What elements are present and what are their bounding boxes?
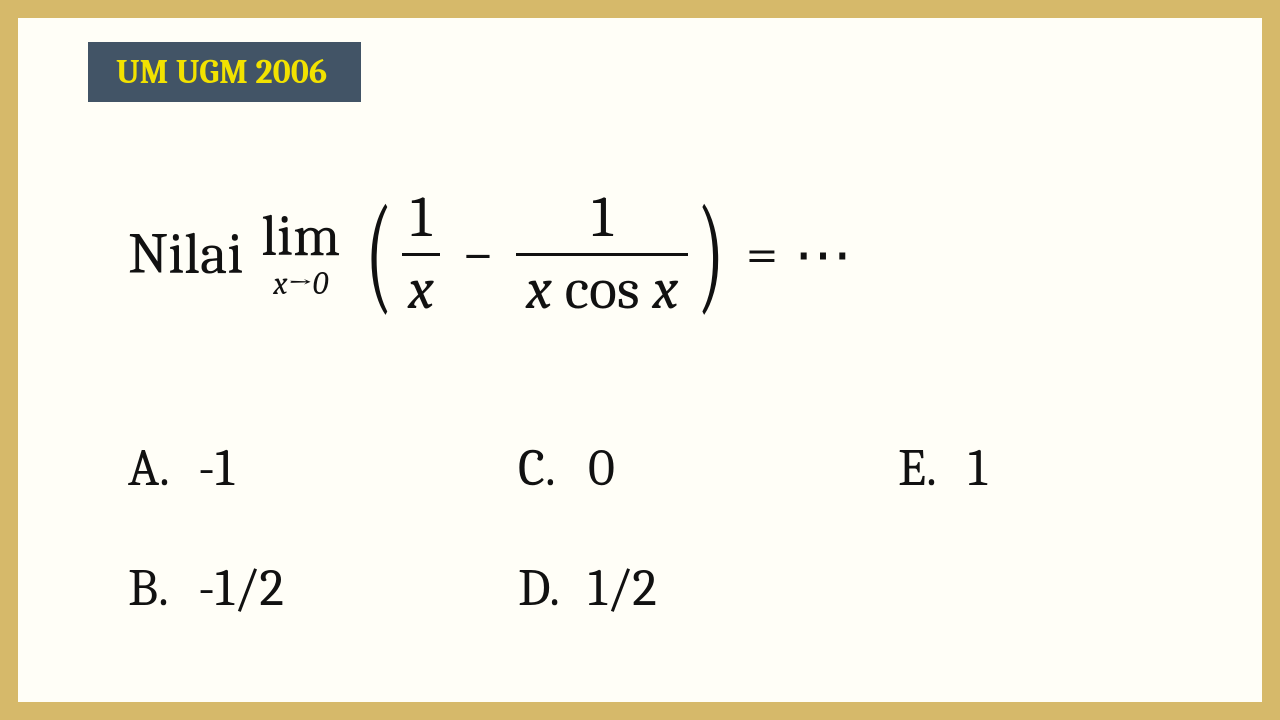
source-badge: UM UGM 2006 <box>88 42 361 102</box>
choice-c: C. 0 <box>518 438 898 498</box>
choice-c-letter: C. <box>518 438 588 498</box>
limit-subscript: x→0 <box>273 268 328 300</box>
fraction-1-den: x <box>402 260 440 321</box>
fraction-1: 1 x <box>402 188 440 321</box>
fraction-1-num: 1 <box>404 188 437 249</box>
choices-row-1: A. -1 C. 0 E. 1 <box>128 438 1188 498</box>
fraction-2-num: 1 <box>582 188 623 249</box>
choice-b-letter: B. <box>128 558 198 618</box>
equals-sign: = <box>746 221 778 288</box>
choice-a-value: -1 <box>198 438 234 498</box>
continuation-dots: ⋯ <box>794 220 856 289</box>
limit-word: lim <box>261 208 340 266</box>
choice-c-value: 0 <box>588 438 615 498</box>
choice-e-value: 1 <box>968 438 987 498</box>
answer-choices: A. -1 C. 0 E. 1 B. -1/2 D. 1/2 <box>128 438 1188 678</box>
choice-b: B. -1/2 <box>128 558 518 618</box>
fraction-2: 1 x cos x <box>516 188 688 321</box>
fraction-2-den: x cos x <box>516 260 688 321</box>
inner-expression: 1 x − 1 x cos x <box>394 188 696 321</box>
choice-a-letter: A. <box>128 438 198 498</box>
question-prefix: Nilai <box>128 221 243 288</box>
choice-d: D. 1/2 <box>518 558 898 618</box>
choice-d-letter: D. <box>518 558 588 618</box>
question-expression: Nilai lim x→0 ( 1 x − 1 x cos x <box>128 188 856 321</box>
choice-a: A. -1 <box>128 438 518 498</box>
choice-d-value: 1/2 <box>588 558 657 618</box>
choice-e: E. 1 <box>898 438 987 498</box>
paren-group: ( 1 x − 1 x cos x ) <box>354 188 736 321</box>
choices-row-2: B. -1/2 D. 1/2 <box>128 558 1188 618</box>
paren-left: ( <box>365 202 392 306</box>
badge-label: UM UGM 2006 <box>116 52 327 92</box>
paren-right: ) <box>697 202 724 306</box>
minus-sign: − <box>462 221 494 288</box>
choice-b-value: -1/2 <box>198 558 284 618</box>
limit-notation: lim x→0 <box>261 208 340 300</box>
choice-e-letter: E. <box>898 438 968 498</box>
question-card: UM UGM 2006 Nilai lim x→0 ( 1 x − 1 <box>18 18 1262 702</box>
